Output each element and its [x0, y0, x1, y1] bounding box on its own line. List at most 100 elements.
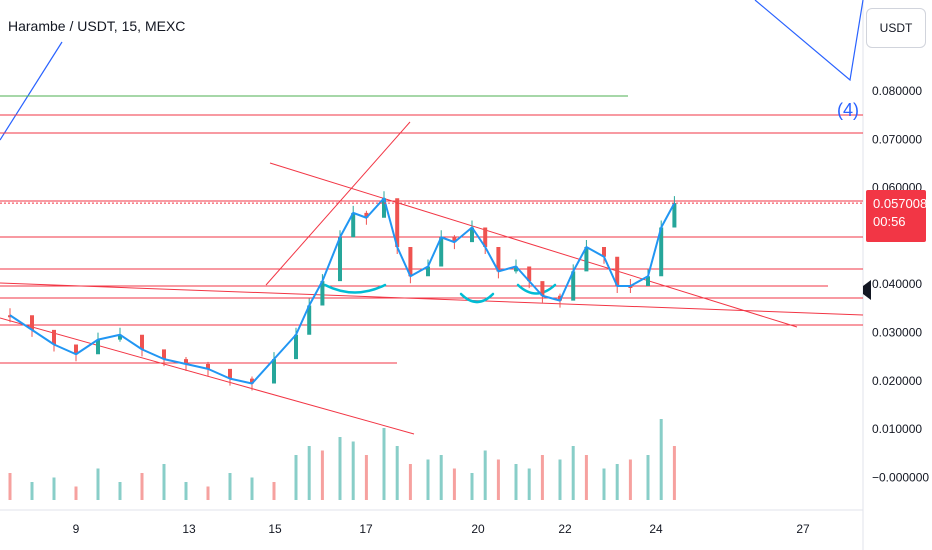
- price-axis[interactable]: 0.0800000.0700000.0600000.0500000.040000…: [872, 84, 929, 484]
- volume-bar: [527, 468, 531, 500]
- volume-bar: [96, 468, 100, 500]
- currency-button[interactable]: USDT: [866, 8, 926, 48]
- chart-title: Harambe / USDT, 15, MEXC: [8, 18, 186, 34]
- candle-body: [74, 344, 78, 355]
- volume-bar: [118, 482, 122, 500]
- volume-bar: [8, 473, 12, 500]
- x-tick-label: 27: [796, 522, 810, 536]
- candle-body: [52, 329, 56, 345]
- last-price-tag: 0.057008 00:56: [866, 190, 928, 242]
- volume-bar: [228, 473, 232, 500]
- x-tick-label: 15: [268, 522, 282, 536]
- drawings-layer: [0, 0, 864, 435]
- last-price-value: 0.057008: [873, 196, 928, 211]
- volume-bar: [250, 477, 254, 500]
- candle-body: [320, 281, 325, 306]
- volume-bar: [672, 446, 676, 500]
- volume-bar: [514, 464, 518, 500]
- trendline-upper-descending: [269, 162, 798, 328]
- candle-body: [558, 295, 562, 301]
- candle-body: [272, 359, 276, 384]
- volume-bar: [659, 419, 663, 500]
- candle-body: [184, 359, 188, 364]
- x-tick-label: 24: [649, 522, 663, 536]
- candle-body: [439, 237, 444, 267]
- volume-bar: [646, 455, 650, 500]
- pattern-arc-1: [323, 283, 387, 294]
- candle-body: [140, 334, 144, 350]
- volume-bar: [338, 437, 342, 500]
- candle-body: [364, 212, 369, 218]
- volume-bar: [294, 455, 298, 500]
- volume-bar: [162, 464, 166, 500]
- volume-bars: [8, 419, 676, 500]
- candle-body: [395, 198, 400, 247]
- volume-bar: [439, 455, 443, 500]
- y-tick-label: 0.010000: [872, 422, 922, 436]
- candle-body: [408, 247, 413, 277]
- moving-average-line: [9, 197, 676, 385]
- x-tick-label: 22: [558, 522, 572, 536]
- volume-bar: [452, 468, 456, 500]
- trendline-lower-descending: [0, 317, 415, 435]
- volume-bar: [382, 428, 386, 500]
- candle-body: [426, 266, 430, 277]
- candle-body: [307, 305, 312, 335]
- candle-body: [672, 203, 677, 228]
- candle-body: [30, 315, 34, 330]
- candle-body: [659, 227, 664, 277]
- y-tick-label: 0.030000: [872, 326, 922, 340]
- wave-line-right: [754, 0, 864, 82]
- volume-bar: [206, 486, 210, 500]
- time-axis[interactable]: 9 13 15 17 20 22 24 27: [73, 522, 810, 536]
- candle-body: [571, 271, 576, 301]
- volume-bar: [615, 464, 619, 500]
- candle-body: [483, 227, 488, 247]
- y-tick-label: 0.020000: [872, 374, 922, 388]
- candle-body: [206, 364, 210, 369]
- candle-body: [584, 247, 589, 272]
- candle-body: [646, 276, 650, 286]
- wave-label: (4): [837, 100, 859, 120]
- volume-bar: [496, 459, 500, 500]
- candle-body: [382, 198, 386, 218]
- volume-bar: [184, 482, 188, 500]
- volume-bar: [558, 459, 562, 500]
- volume-bar: [351, 441, 355, 500]
- y-tick-label: 0.040000: [872, 277, 922, 291]
- candle-body: [514, 266, 518, 272]
- volume-bar: [408, 464, 412, 500]
- y-tick-label: −0.000000: [872, 470, 929, 484]
- volume-bar: [74, 486, 78, 500]
- candle-body: [496, 247, 501, 272]
- volume-bar: [602, 468, 606, 500]
- candle-body: [470, 227, 474, 243]
- candle-body: [118, 334, 122, 340]
- volume-bar: [307, 446, 311, 500]
- candle-body: [452, 237, 457, 243]
- candle-body: [338, 237, 342, 282]
- pattern-arc-3: [516, 283, 557, 295]
- volume-bar: [395, 446, 399, 500]
- pattern-arc-2: [459, 292, 495, 304]
- volume-bar: [483, 450, 487, 500]
- candle-body: [527, 266, 532, 282]
- volume-bar: [426, 459, 430, 500]
- volume-bar: [52, 477, 56, 500]
- candle-body: [615, 256, 620, 286]
- y-tick-label: 0.070000: [872, 132, 922, 146]
- volume-bar: [540, 455, 544, 500]
- candle-body: [228, 368, 232, 379]
- candle-body: [602, 247, 606, 257]
- x-tick-label: 17: [359, 522, 373, 536]
- volume-bar: [320, 450, 324, 500]
- volume-bar: [140, 473, 144, 500]
- scale-handle-icon[interactable]: [863, 280, 871, 300]
- volume-bar: [628, 459, 632, 500]
- x-tick-label: 9: [73, 522, 80, 536]
- y-tick-label: 0.080000: [872, 84, 922, 98]
- trendline-support: [0, 282, 864, 316]
- candle-body: [96, 339, 100, 355]
- candle-body: [250, 378, 254, 384]
